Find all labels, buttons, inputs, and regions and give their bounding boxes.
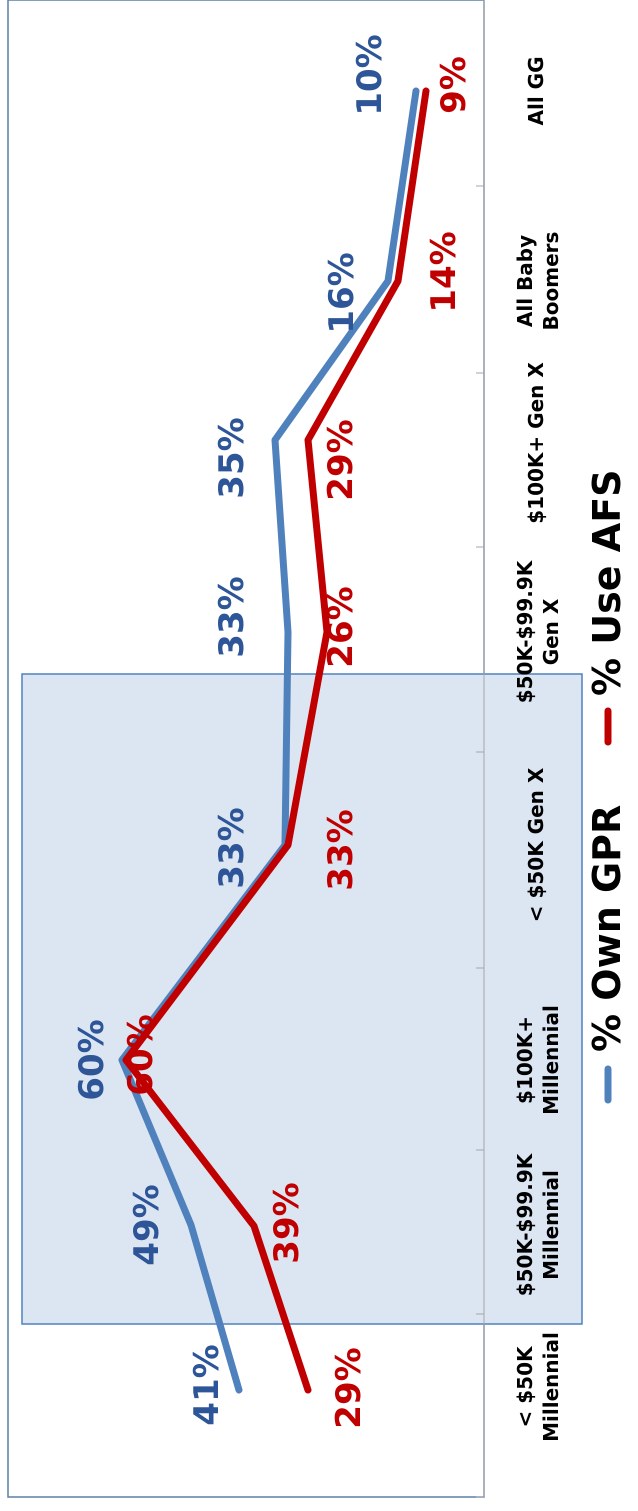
data-label: 60% [121, 1014, 161, 1095]
category-label-line: Boomers [539, 232, 563, 331]
legend-item: % Use AFS [585, 469, 629, 746]
series-line-own-gpr [118, 87, 420, 1394]
data-label: 41% [187, 1344, 227, 1425]
legend-item: % Own GPR [585, 805, 629, 1104]
category-label-line: $100K+ Gen X [524, 362, 548, 524]
data-label: 49% [127, 1184, 167, 1265]
data-label: 26% [321, 586, 361, 667]
category-label-line: $50K-$99.9K [513, 559, 537, 703]
data-label: 16% [322, 252, 362, 333]
category-label-line: Millennial [539, 1332, 563, 1442]
legend-label: % Use AFS [585, 469, 629, 696]
data-label: 10% [350, 34, 390, 115]
data-label: 33% [321, 809, 361, 890]
category-label: < $50K Millennial [513, 1332, 563, 1442]
legend-label: % Own GPR [585, 805, 629, 1052]
category-label-line: Gen X [539, 598, 563, 665]
category-label: $100K+ Gen X [524, 362, 548, 524]
data-label: 29% [321, 419, 361, 500]
category-label: All Baby Boomers [513, 232, 563, 331]
category-label-line: < $50K [513, 1345, 537, 1427]
category-label: $100K+ Millennial [513, 1005, 563, 1115]
category-label-line: Millennial [539, 1170, 563, 1280]
category-label-line: All Baby [513, 235, 537, 327]
data-label: 9% [434, 56, 474, 114]
data-label: 35% [212, 417, 252, 498]
category-label-line: $50K-$99.9K [513, 1152, 537, 1296]
category-label-line: All GG [524, 57, 548, 126]
category-label-line: < $50K Gen X [524, 767, 548, 922]
data-label: 29% [329, 1347, 369, 1428]
series-line-use-afs [122, 87, 430, 1394]
data-label: 33% [212, 807, 252, 888]
category-label: $50K-$99.9K Gen X [513, 559, 563, 703]
data-label: 60% [72, 1019, 112, 1100]
category-label-line: $100K+ [513, 1016, 537, 1104]
data-label: 14% [424, 231, 464, 312]
category-label-line: Millennial [539, 1005, 563, 1115]
category-label: < $50K Gen X [524, 767, 548, 922]
legend: % Own GPR % Use AFS [585, 469, 629, 1104]
data-label: 33% [212, 576, 252, 657]
category-label: All GG [524, 57, 548, 126]
data-label: 39% [267, 1182, 307, 1263]
category-label: $50K-$99.9K Millennial [513, 1152, 563, 1296]
